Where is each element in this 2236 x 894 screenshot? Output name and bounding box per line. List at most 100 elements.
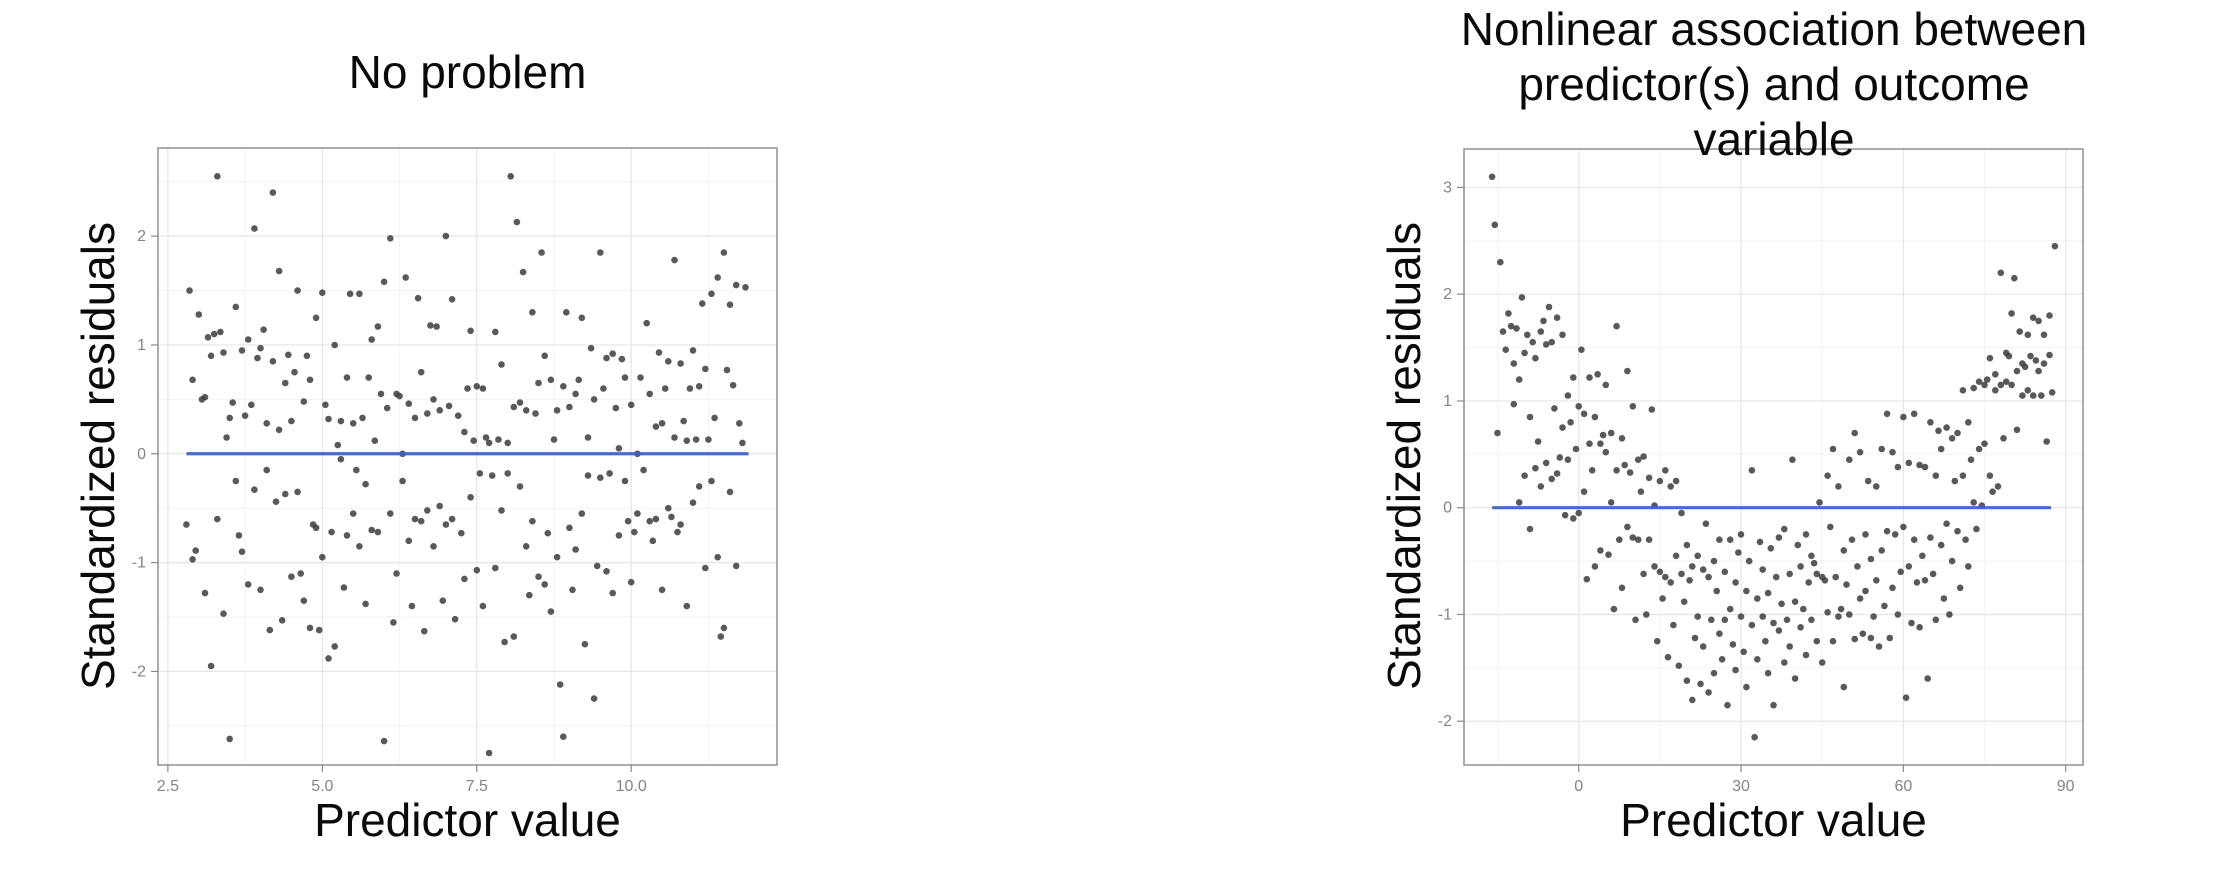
- data-point: [1710, 557, 1718, 565]
- data-point: [2011, 274, 2018, 282]
- data-point: [1586, 374, 1593, 381]
- data-point: [609, 589, 616, 597]
- data-point: [201, 393, 209, 401]
- data-point: [1927, 419, 1934, 426]
- data-point: [1889, 584, 1896, 592]
- data-point: [1556, 454, 1564, 461]
- data-point: [1613, 467, 1620, 474]
- data-point: [1510, 360, 1518, 367]
- data-point: [1756, 538, 1764, 546]
- data-point: [1721, 568, 1729, 576]
- data-point: [2005, 352, 2013, 360]
- data-point: [473, 566, 481, 574]
- data-point: [1754, 656, 1761, 663]
- y-tick-label: -1: [132, 555, 146, 572]
- data-point: [1937, 445, 1945, 453]
- data-point: [1570, 515, 1577, 522]
- data-point: [1740, 648, 1747, 656]
- data-point: [485, 749, 493, 757]
- data-point: [1956, 584, 1964, 592]
- data-point: [1808, 616, 1815, 624]
- data-point: [501, 638, 508, 646]
- data-point: [300, 398, 308, 405]
- data-point: [1902, 694, 1910, 701]
- data-point: [396, 392, 403, 400]
- data-point: [383, 404, 391, 412]
- data-point: [439, 597, 447, 604]
- data-point: [1737, 531, 1745, 538]
- data-point: [189, 376, 196, 384]
- data-point: [448, 515, 456, 523]
- data-point: [1867, 634, 1875, 642]
- data-point: [405, 537, 413, 545]
- data-point: [1578, 346, 1585, 354]
- data-point: [507, 173, 514, 180]
- axis-tick-labels: 0 30 60 90 -2 -1 0 1 2 3: [1438, 179, 2075, 795]
- data-point: [702, 564, 709, 572]
- data-point: [254, 354, 261, 362]
- data-point: [492, 564, 499, 572]
- data-point: [587, 344, 595, 352]
- data-point: [204, 334, 212, 341]
- data-point: [436, 407, 444, 414]
- data-point: [1929, 570, 1937, 578]
- data-point: [442, 521, 450, 528]
- data-point: [1818, 659, 1826, 666]
- data-point: [405, 400, 413, 408]
- left-plot-title: No problem: [348, 46, 587, 98]
- data-point: [674, 528, 681, 536]
- data-point: [232, 303, 240, 311]
- right-x-axis-label: Predictor value: [1620, 794, 1927, 846]
- data-point: [210, 330, 218, 338]
- data-point: [260, 326, 267, 334]
- axis-tick-marks: [151, 235, 632, 772]
- data-point: [1986, 472, 1994, 480]
- data-point: [1735, 549, 1742, 556]
- left-y-axis-label: Standardized residuals: [72, 222, 124, 690]
- data-point: [1675, 662, 1683, 669]
- data-point: [1770, 619, 1777, 627]
- data-point: [1683, 677, 1691, 684]
- data-point: [488, 472, 496, 479]
- data-point: [2035, 367, 2042, 375]
- data-point: [393, 570, 400, 577]
- data-point: [1591, 563, 1599, 570]
- data-point: [365, 374, 373, 381]
- data-point: [513, 218, 521, 226]
- data-point: [736, 420, 743, 427]
- data-point: [1948, 435, 1956, 442]
- data-point: [1770, 701, 1777, 709]
- data-point: [337, 417, 345, 425]
- data-point: [1626, 469, 1634, 476]
- data-point: [1572, 445, 1580, 453]
- data-point: [1864, 477, 1872, 485]
- data-point: [1613, 322, 1620, 330]
- right-y-axis-label: Standardized residuals: [1378, 222, 1430, 690]
- data-point: [1900, 413, 1907, 421]
- right-plot-title-line1: Nonlinear association between: [1460, 3, 2088, 55]
- data-point: [334, 441, 342, 449]
- data-point: [424, 410, 431, 417]
- data-point: [1772, 573, 1780, 581]
- data-point: [544, 529, 552, 537]
- data-point: [1802, 531, 1810, 538]
- data-point: [223, 434, 230, 441]
- data-point: [1607, 499, 1615, 506]
- data-point: [1632, 616, 1639, 624]
- data-point: [356, 290, 363, 298]
- data-point: [1526, 525, 1534, 533]
- data-point: [1542, 459, 1550, 467]
- data-point: [1672, 552, 1680, 560]
- data-point: [661, 385, 669, 392]
- y-tick-label: 0: [137, 446, 146, 463]
- data-point: [207, 662, 215, 670]
- data-point: [1994, 483, 2002, 490]
- data-point: [723, 366, 731, 374]
- data-point: [677, 360, 684, 367]
- data-point: [454, 412, 462, 420]
- data-point: [1510, 400, 1518, 408]
- data-point: [1607, 429, 1615, 437]
- data-point: [1775, 627, 1783, 634]
- data-point: [201, 589, 209, 597]
- y-tick-label: 3: [1443, 179, 1452, 196]
